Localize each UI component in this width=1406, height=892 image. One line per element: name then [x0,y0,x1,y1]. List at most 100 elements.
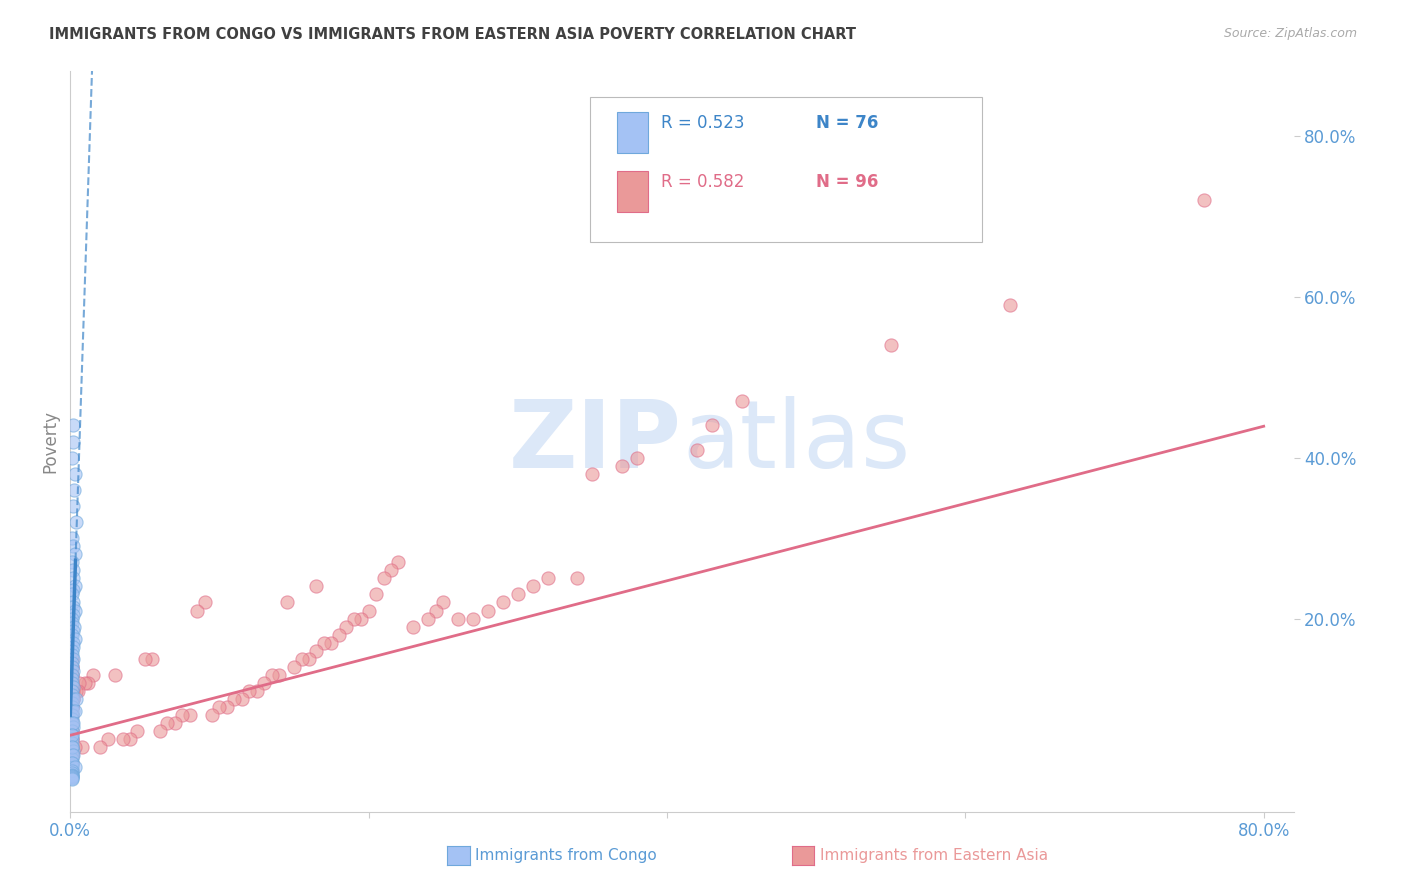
Point [60,766,83,780]
Point [60,587,83,601]
Point [62,692,84,706]
Point [156,716,179,731]
Point [62,680,84,694]
Point [60,748,83,763]
Point [60,716,83,731]
Point [97,732,120,747]
Point [60,684,83,698]
Point [127,724,149,739]
Point [461,611,484,625]
Point [506,587,529,601]
Point [298,652,321,666]
Point [60,676,83,690]
Point [60,736,83,750]
Point [141,652,163,666]
Point [63,704,86,718]
Point [60,688,83,702]
Point [60,615,83,630]
Point [60,724,83,739]
FancyBboxPatch shape [591,97,981,242]
Point [149,724,172,739]
Point [60,611,83,625]
Point [380,563,402,577]
Point [335,619,357,633]
Point [60,740,83,755]
Point [134,652,156,666]
Point [686,442,709,457]
Point [62,434,84,449]
Point [60,763,83,777]
Point [60,760,83,774]
Point [60,644,83,658]
Point [224,692,246,706]
Point [104,668,127,682]
Point [60,692,83,706]
Point [581,467,603,481]
Point [60,748,83,763]
Point [172,708,194,723]
Point [238,684,260,698]
Point [60,555,83,569]
Text: Immigrants from Congo: Immigrants from Congo [475,848,657,863]
Point [880,338,903,352]
Point [63,760,86,774]
Point [60,732,83,747]
Point [328,628,350,642]
Text: R = 0.582: R = 0.582 [661,173,745,192]
Point [312,636,335,650]
Point [66,684,89,698]
Text: Source: ZipAtlas.com: Source: ZipAtlas.com [1223,27,1357,40]
Point [477,603,499,617]
Point [62,418,84,433]
Point [63,483,86,497]
Point [75,676,97,690]
Point [62,664,84,678]
Point [447,611,470,625]
Point [63,740,86,755]
Point [193,595,215,609]
Point [186,603,208,617]
Point [492,595,515,609]
Point [65,515,87,529]
Point [60,771,83,785]
Point [60,672,83,686]
Point [60,716,83,731]
Point [62,704,84,718]
Point [201,708,224,723]
Point [163,716,186,731]
Point [246,684,269,698]
Point [62,692,84,706]
Point [62,720,84,734]
Point [60,764,83,779]
Point [60,668,83,682]
Point [60,668,83,682]
Point [62,539,84,553]
Point [357,603,380,617]
Point [60,724,83,739]
Point [350,611,373,625]
Point [60,740,83,755]
Point [62,640,84,654]
Point [998,298,1021,312]
Point [63,603,86,617]
Point [387,555,409,569]
Y-axis label: Poverty: Poverty [41,410,59,473]
Point [62,652,84,666]
Point [373,571,395,585]
Point [118,732,141,747]
Point [62,624,84,638]
Point [425,603,447,617]
Text: ZIP: ZIP [509,395,682,488]
Point [63,632,86,646]
Point [67,676,90,690]
Point [62,716,84,731]
Point [60,770,83,784]
Point [60,756,83,771]
Point [62,692,84,706]
Point [231,692,253,706]
Point [612,458,634,473]
Point [63,547,86,561]
Point [60,708,83,723]
Point [730,394,752,409]
Point [567,571,589,585]
